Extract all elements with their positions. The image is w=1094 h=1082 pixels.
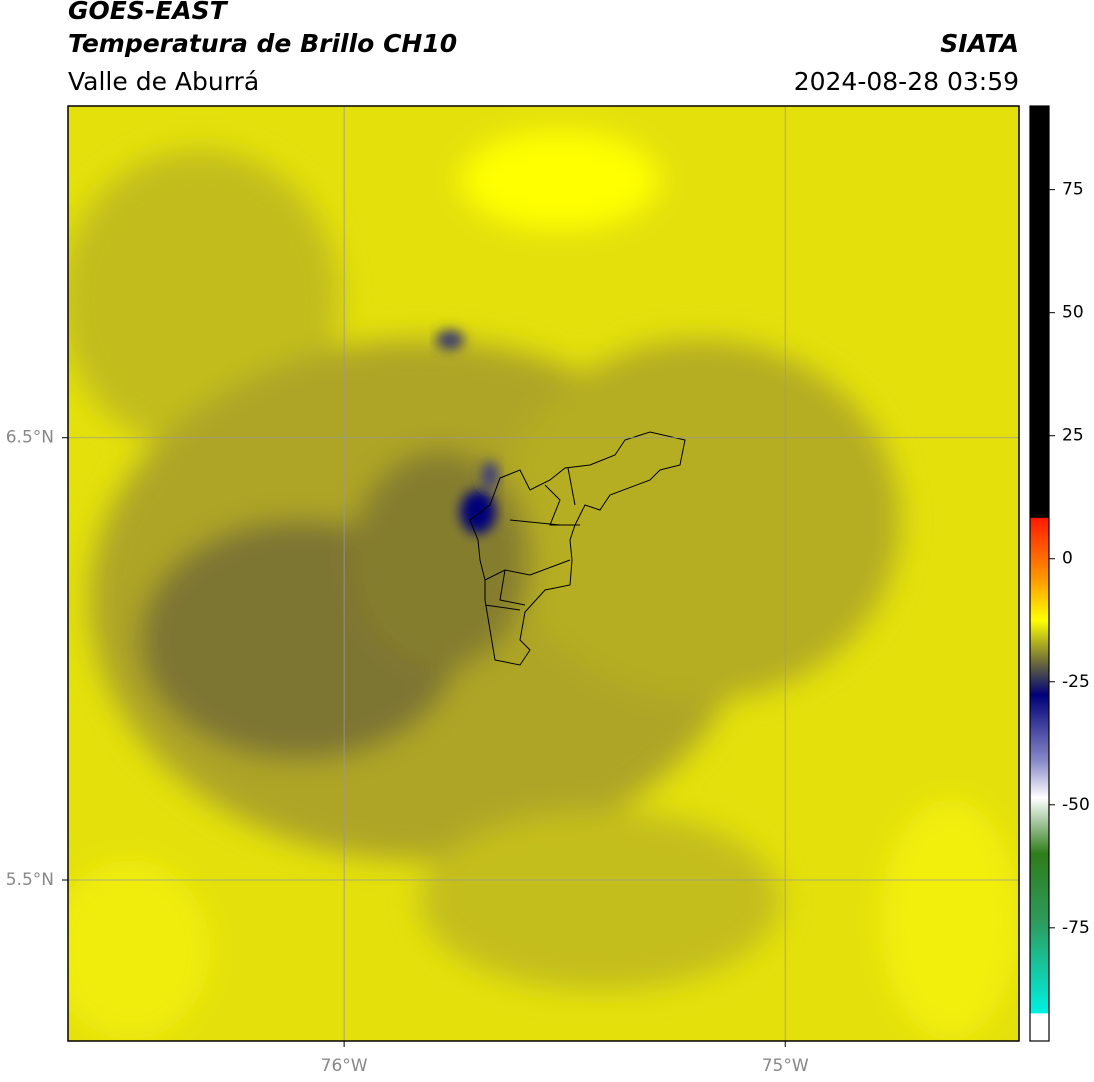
colorbar-tick-label: -50 xyxy=(1062,795,1090,815)
y-tick-label: 5.5°N xyxy=(6,870,54,890)
colorbar-tick-label: -75 xyxy=(1062,918,1090,938)
colorbar-tick-label: -25 xyxy=(1062,672,1090,692)
subtitle: Temperatura de Brillo CH10 xyxy=(68,29,457,58)
colorbar-tick-label: 50 xyxy=(1062,303,1084,323)
colorbar-tick-label: 0 xyxy=(1062,549,1073,569)
colorbar xyxy=(1029,105,1050,1042)
y-tick-label: 6.5°N xyxy=(6,428,54,448)
map-frame xyxy=(67,105,1020,1042)
source: SIATA xyxy=(940,29,1019,58)
datetime: 2024-08-28 03:59 xyxy=(794,67,1019,96)
colorbar-tick-label: 25 xyxy=(1062,426,1084,446)
satellite-image xyxy=(68,106,1019,1041)
municipal-boundaries xyxy=(469,431,686,666)
x-tick-label: 75°W xyxy=(762,1056,809,1076)
graticule xyxy=(68,106,1019,1041)
title: GOES-EAST xyxy=(68,0,229,25)
region: Valle de Aburrá xyxy=(68,67,259,96)
x-tick-label: 76°W xyxy=(321,1056,368,1076)
colorbar-tick-label: 75 xyxy=(1062,180,1084,200)
